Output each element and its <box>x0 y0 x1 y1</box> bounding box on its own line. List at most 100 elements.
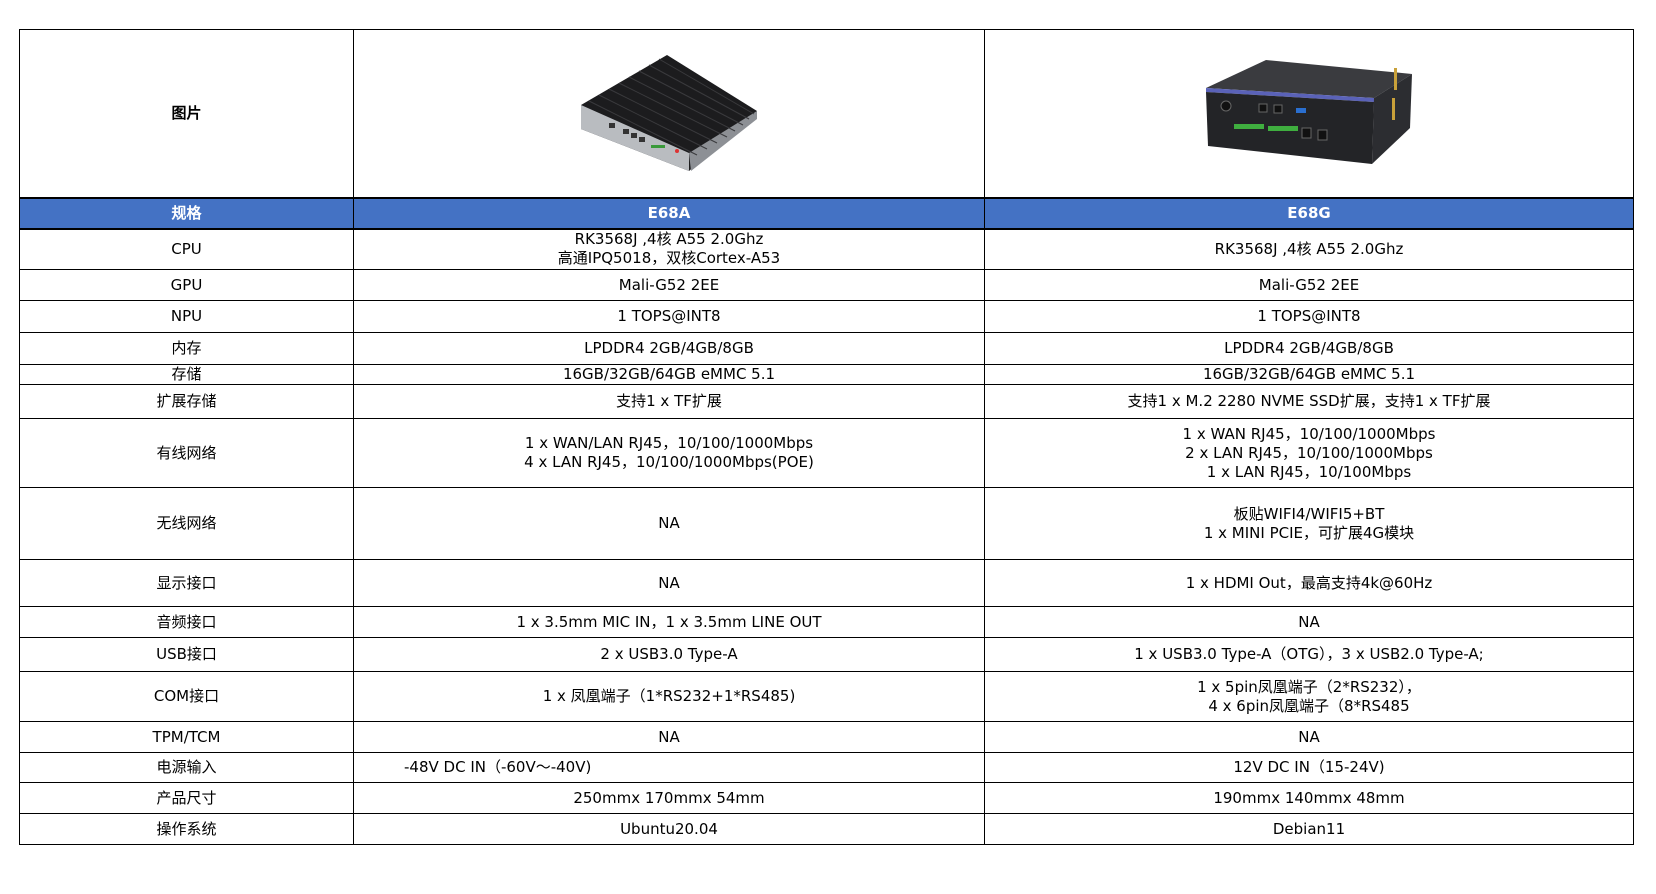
value-line: 12V DC IN（15-24V) <box>1233 758 1385 776</box>
image-row-label: 图片 <box>19 29 354 198</box>
e68a-value: NA <box>353 487 985 560</box>
e68g-value: 12V DC IN（15-24V) <box>984 752 1634 783</box>
e68g-value: 1 x HDMI Out，最高支持4k@60Hz <box>984 559 1634 607</box>
table-row: USB接口 2 x USB3.0 Type-A 1 x USB3.0 Type-A（… <box>19 637 1634 672</box>
e68g-value: Mali-G52 2EE <box>984 269 1634 301</box>
spec-label: 存储 <box>19 364 354 385</box>
value-line: NA <box>1298 727 1320 746</box>
table-row: 内存 LPDDR4 2GB/4GB/8GB LPDDR4 2GB/4GB/8GB <box>19 332 1634 365</box>
table-row: 显示接口 NA 1 x HDMI Out，最高支持4k@60Hz <box>19 559 1634 607</box>
e68g-value: 1 x 5pin凤凰端子（2*RS232）， 4 x 6pin凤凰端子（8*RS4… <box>984 671 1634 722</box>
e68g-value: NA <box>984 721 1634 753</box>
table-row: 存储 16GB/32GB/64GB eMMC 5.1 16GB/32GB/64GB … <box>19 364 1634 385</box>
table-header-row: 规格 E68A E68G <box>19 196 1634 230</box>
value-line: 1 x 3.5mm MIC IN，1 x 3.5mm LINE OUT <box>516 612 822 631</box>
table-row: COM接口 1 x 凤凰端子（1*RS232+1*RS485) 1 x 5pin凤凰… <box>19 671 1634 722</box>
value-line: 高通IPQ5018，双核Cortex-A53 <box>557 249 781 268</box>
table-row: 电源输入 -48V DC IN（-60V～-40V) 12V DC IN（15-24… <box>19 752 1634 783</box>
e68g-value: 1 x WAN RJ45，10/100/1000Mbps 2 x LAN RJ45… <box>984 418 1634 488</box>
value-line: Debian11 <box>1272 819 1346 838</box>
table-row: 有线网络 1 x WAN/LAN RJ45，10/100/1000Mbps 4 x … <box>19 418 1634 488</box>
black-box-gateway-image <box>1206 60 1412 165</box>
column-header-e68a: E68A <box>353 196 985 230</box>
e68a-value: 1 x WAN/LAN RJ45，10/100/1000Mbps 4 x LAN … <box>353 418 985 488</box>
value-line: 16GB/32GB/64GB eMMC 5.1 <box>562 365 776 384</box>
e68g-value: 16GB/32GB/64GB eMMC 5.1 <box>984 364 1634 385</box>
e68a-value: 250mmx 170mmx 54mm <box>353 782 985 814</box>
e68g-value: 1 x USB3.0 Type-A（OTG），3 x USB2.0 Type-A… <box>984 637 1634 672</box>
spec-label: 无线网络 <box>19 487 354 560</box>
value-line: NA <box>658 514 680 532</box>
value-line: RK3568J ,4核 A55 2.0Ghz <box>574 230 764 249</box>
spec-label: 内存 <box>19 332 354 365</box>
table-row: 音频接口 1 x 3.5mm MIC IN，1 x 3.5mm LINE OUT N… <box>19 606 1634 638</box>
spec-label: NPU <box>19 300 354 333</box>
value-line: 190mmx 140mmx 48mm <box>1213 788 1405 807</box>
value-line: Mali-G52 2EE <box>618 275 720 294</box>
value-line: Ubuntu20.04 <box>620 819 718 838</box>
value-line: Mali-G52 2EE <box>1258 275 1360 294</box>
value-line: 1 x 5pin凤凰端子（2*RS232）， <box>1197 677 1421 696</box>
table-row: TPM/TCM NA NA <box>19 721 1634 753</box>
e68g-value: Debian11 <box>984 813 1634 845</box>
value-line: LPDDR4 2GB/4GB/8GB <box>584 339 754 357</box>
value-line: 1 TOPS@INT8 <box>617 307 721 325</box>
e68a-value: Mali-G52 2EE <box>353 269 985 301</box>
e68a-value: Ubuntu20.04 <box>353 813 985 845</box>
e68a-value: NA <box>353 559 985 607</box>
table-row: CPU RK3568J ,4核 A55 2.0Ghz 高通IPQ5018，双核Cor… <box>19 228 1634 270</box>
e68a-value: 1 x 凤凰端子（1*RS232+1*RS485) <box>353 671 985 722</box>
e68a-value: 1 x 3.5mm MIC IN，1 x 3.5mm LINE OUT <box>353 606 985 638</box>
spec-label: GPU <box>19 269 354 301</box>
value-line: 2 x LAN RJ45，10/100/1000Mbps <box>1185 443 1433 462</box>
value-line: 2 x USB3.0 Type-A <box>600 645 738 663</box>
table-row: NPU 1 TOPS@INT8 1 TOPS@INT8 <box>19 300 1634 333</box>
table-row: 扩展存储 支持1 x TF扩展 支持1 x M.2 2280 NVME SSD扩展，… <box>19 384 1634 419</box>
spec-label: TPM/TCM <box>19 721 354 753</box>
value-line: LPDDR4 2GB/4GB/8GB <box>1224 339 1394 357</box>
table-row: 无线网络 NA 板贴WIFI4/WIFI5+BT 1 x MINI PCIE，可扩展4… <box>19 487 1634 560</box>
value-line: 1 x LAN RJ45，10/100Mbps <box>1206 462 1412 481</box>
e68a-value: NA <box>353 721 985 753</box>
spec-label: USB接口 <box>19 637 354 672</box>
value-line: 250mmx 170mmx 54mm <box>573 788 765 807</box>
spec-label: 有线网络 <box>19 418 354 488</box>
spec-label: COM接口 <box>19 671 354 722</box>
spec-label: 操作系统 <box>19 813 354 845</box>
table-row: 操作系统 Ubuntu20.04 Debian11 <box>19 813 1634 845</box>
value-line: RK3568J ,4核 A55 2.0Ghz <box>1214 239 1404 258</box>
spec-label: 音频接口 <box>19 606 354 638</box>
e68a-value: -48V DC IN（-60V～-40V) <box>353 752 985 783</box>
e68a-value: 1 TOPS@INT8 <box>353 300 985 333</box>
table-row: GPU Mali-G52 2EE Mali-G52 2EE <box>19 269 1634 301</box>
table-row: 产品尺寸 250mmx 170mmx 54mm 190mmx 140mmx 48mm <box>19 782 1634 814</box>
e68g-value: 1 TOPS@INT8 <box>984 300 1634 333</box>
column-header-spec: 规格 <box>19 196 354 230</box>
value-line: 1 x 凤凰端子（1*RS232+1*RS485) <box>542 687 796 705</box>
spec-label: 扩展存储 <box>19 384 354 419</box>
value-line: 支持1 x TF扩展 <box>616 392 722 410</box>
spec-label: 产品尺寸 <box>19 782 354 814</box>
value-line: 1 x WAN/LAN RJ45，10/100/1000Mbps <box>524 434 814 452</box>
e68a-value: 2 x USB3.0 Type-A <box>353 637 985 672</box>
value-line: 4 x 6pin凤凰端子（8*RS485 <box>1208 696 1410 715</box>
value-line: 支持1 x M.2 2280 NVME SSD扩展，支持1 x TF扩展 <box>1127 392 1491 410</box>
e68g-value: LPDDR4 2GB/4GB/8GB <box>984 332 1634 365</box>
value-line: 板贴WIFI4/WIFI5+BT <box>1233 504 1385 523</box>
spec-comparison-table: 图片 <box>19 29 1634 845</box>
value-line: 1 x MINI PCIE，可扩展4G模块 <box>1203 523 1415 542</box>
value-line: 4 x LAN RJ45，10/100/1000Mbps(POE) <box>524 453 814 471</box>
value-line: NA <box>658 727 680 746</box>
e68g-value: NA <box>984 606 1634 638</box>
value-line: 16GB/32GB/64GB eMMC 5.1 <box>1202 365 1416 384</box>
e68g-value: 板贴WIFI4/WIFI5+BT 1 x MINI PCIE，可扩展4G模块 <box>984 487 1634 560</box>
value-line: 1 x HDMI Out，最高支持4k@60Hz <box>1185 573 1433 592</box>
value-line: 1 TOPS@INT8 <box>1257 307 1361 325</box>
value-line: 1 x USB3.0 Type-A（OTG），3 x USB2.0 Type-A… <box>1134 645 1484 663</box>
value-line: NA <box>1298 612 1320 631</box>
e68a-value: 16GB/32GB/64GB eMMC 5.1 <box>353 364 985 385</box>
e68a-image-cell <box>353 29 985 198</box>
spec-label: CPU <box>19 228 354 270</box>
value-line: 1 x WAN RJ45，10/100/1000Mbps <box>1182 424 1436 443</box>
value-line: NA <box>658 573 680 592</box>
